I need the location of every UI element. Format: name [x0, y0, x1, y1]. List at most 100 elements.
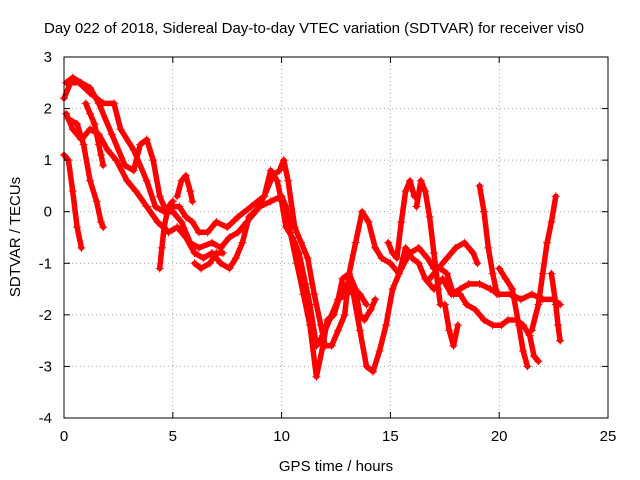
data-point — [107, 130, 116, 139]
data-point — [345, 269, 354, 278]
data-point — [223, 223, 232, 232]
data-point — [386, 259, 395, 268]
data-point — [64, 114, 73, 123]
data-point — [225, 233, 234, 242]
data-point — [438, 274, 447, 283]
data-point — [442, 254, 451, 263]
data-point — [151, 202, 160, 211]
data-point — [207, 238, 216, 247]
y-tick-label: -4 — [39, 410, 52, 427]
data-point — [303, 254, 312, 263]
data-point — [316, 321, 325, 330]
series-arc-5 — [64, 114, 108, 232]
data-point — [538, 269, 547, 278]
data-point — [414, 259, 423, 268]
data-point — [142, 202, 151, 211]
data-point — [495, 264, 504, 273]
data-point — [131, 187, 140, 196]
data-point — [488, 321, 497, 330]
data-point — [493, 290, 502, 299]
data-point — [460, 238, 469, 247]
data-point — [401, 187, 410, 196]
data-point — [231, 254, 240, 263]
data-point — [368, 367, 377, 376]
data-point — [453, 321, 462, 330]
data-point — [73, 120, 82, 129]
data-point — [360, 316, 369, 325]
data-point — [292, 259, 301, 268]
y-tick-label: 2 — [44, 101, 52, 118]
series-line — [529, 193, 559, 334]
series-arc-9 — [190, 248, 227, 273]
data-point — [181, 171, 190, 180]
data-point — [556, 336, 565, 345]
y-tick-label: 1 — [44, 152, 52, 169]
data-point — [203, 228, 212, 237]
data-point — [338, 274, 347, 283]
data-point — [188, 218, 197, 227]
data-point — [266, 197, 275, 206]
data-point — [334, 326, 343, 335]
data-point — [375, 346, 384, 355]
data-point — [488, 269, 497, 278]
data-point — [247, 202, 256, 211]
series-line — [335, 270, 378, 323]
data-point — [77, 78, 86, 87]
y-tick-label: 3 — [44, 49, 52, 66]
data-point — [479, 207, 488, 216]
data-point — [164, 202, 173, 211]
data-point — [86, 83, 95, 92]
data-point — [425, 274, 434, 283]
x-tick-label: 15 — [382, 428, 399, 445]
data-point — [190, 248, 199, 257]
data-point — [516, 295, 525, 304]
x-tick-label: 0 — [60, 428, 68, 445]
data-point — [553, 321, 562, 330]
data-point — [425, 212, 434, 221]
data-point — [110, 99, 119, 108]
data-point — [475, 181, 484, 190]
data-point — [96, 150, 105, 159]
data-point — [421, 187, 430, 196]
data-point — [305, 321, 314, 330]
data-point — [355, 326, 364, 335]
data-point — [445, 326, 454, 335]
data-point — [503, 316, 512, 325]
data-point — [551, 192, 560, 201]
data-point — [434, 285, 443, 294]
data-point — [68, 125, 77, 134]
data-point — [197, 264, 206, 273]
data-point — [268, 171, 277, 180]
data-point — [362, 362, 371, 371]
data-point — [99, 161, 108, 170]
data-point — [190, 259, 199, 268]
data-point — [244, 212, 253, 221]
data-point — [281, 202, 290, 211]
series-layer — [60, 73, 565, 381]
data-point — [318, 341, 327, 350]
data-point — [405, 176, 414, 185]
data-point — [199, 254, 208, 263]
data-point — [519, 346, 528, 355]
series-arc-16 — [495, 264, 532, 371]
x-tick-label: 20 — [491, 428, 508, 445]
data-point — [405, 248, 414, 257]
data-point — [527, 290, 536, 299]
data-point — [388, 248, 397, 257]
series-line — [442, 301, 461, 349]
data-point — [434, 264, 443, 273]
data-point — [412, 202, 421, 211]
data-point — [173, 223, 182, 232]
data-point — [255, 202, 264, 211]
data-point — [68, 73, 77, 82]
data-point — [351, 285, 360, 294]
series-arc-14 — [425, 238, 482, 283]
data-point — [188, 197, 197, 206]
data-point — [508, 285, 517, 294]
data-point — [73, 223, 82, 232]
data-point — [397, 218, 406, 227]
series-arc-15 — [475, 181, 502, 299]
data-point — [299, 290, 308, 299]
data-point — [186, 187, 195, 196]
data-point — [181, 212, 190, 221]
